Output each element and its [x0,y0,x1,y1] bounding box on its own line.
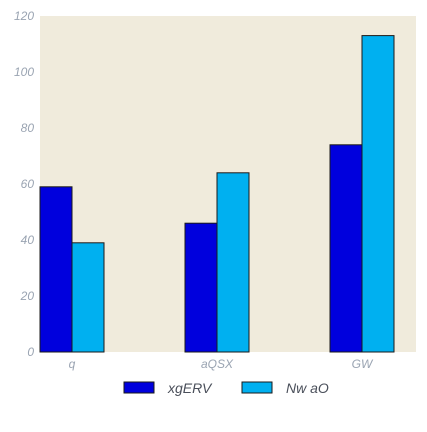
bar-xgERV-aQSX [184,222,218,353]
y-axis: 0 20 40 60 80 100 120 [14,9,34,359]
x-tick-label: aQSX [201,357,234,371]
y-tick-label: 120 [14,9,34,23]
y-tick-label: 60 [21,177,35,191]
y-tick-label: 0 [27,345,34,359]
bar-Nw-aO-q [71,242,105,353]
x-tick-label: GW [352,357,374,371]
y-tick-label: 20 [20,289,35,303]
bar-Nw-aO-aQSX [216,172,250,353]
legend-label: Nw aO [286,380,329,396]
bars-group [39,35,395,353]
legend-swatch [241,381,273,394]
y-tick-label: 100 [14,65,34,79]
legend: xgERV Nw aO [123,380,329,396]
y-tick-label: 80 [21,121,35,135]
x-axis: q aQSX GW [69,357,374,371]
y-tick-label: 40 [21,233,35,247]
bar-xgERV-GW [329,144,363,353]
x-tick-label: q [69,357,76,371]
bar-Nw-aO-GW [361,35,395,353]
legend-label: xgERV [167,380,213,396]
bar-xgERV-q [39,186,73,353]
legend-swatch [123,381,155,394]
